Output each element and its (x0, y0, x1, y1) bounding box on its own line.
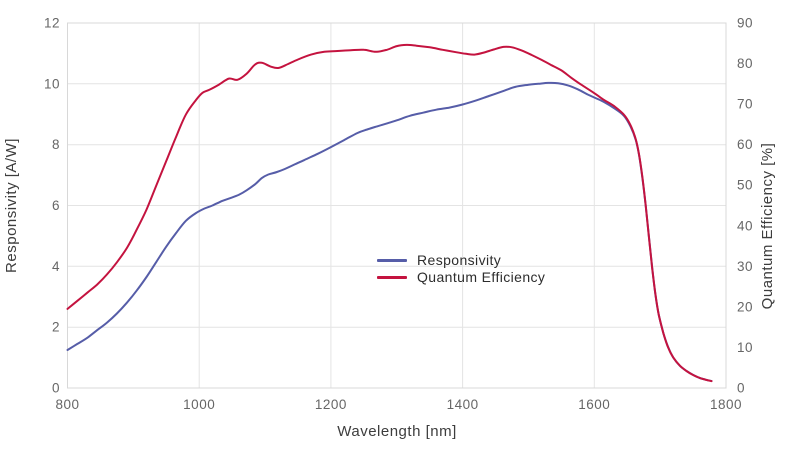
y-right-tick-label: 50 (737, 178, 753, 193)
x-tick-label: 1800 (710, 397, 742, 412)
y-left-tick-label: 12 (44, 16, 60, 31)
responsivity-line-swatch (377, 258, 407, 262)
y-right-tick-label: 60 (737, 137, 753, 152)
legend: Responsivity Quantum Efficiency (377, 253, 545, 284)
y-left-tick-label: 4 (52, 259, 60, 274)
y-right-axis-title: Quantum Efficiency [%] (759, 143, 776, 310)
y-left-tick-label: 8 (52, 137, 60, 152)
y-left-tick-label: 0 (52, 381, 60, 396)
x-tick-label: 1400 (447, 397, 479, 412)
y-left-axis-title: Responsivity [A/W] (3, 138, 20, 273)
x-axis-title: Wavelength [nm] (337, 423, 457, 440)
y-right-tick-label: 20 (737, 299, 753, 314)
y-right-tick-label: 40 (737, 218, 753, 233)
x-tick-label: 800 (55, 397, 79, 412)
legend-label-quantum-efficiency: Quantum Efficiency (417, 269, 546, 285)
series-line-quantum-efficiency (66, 43, 713, 383)
quantum-efficiency-line-swatch (377, 275, 407, 279)
y-left-tick-label: 2 (52, 320, 60, 335)
series-line-responsivity (66, 81, 713, 382)
legend-item-responsivity: Responsivity (377, 253, 545, 267)
x-tick-label: 1000 (183, 397, 215, 412)
legend-item-quantum-efficiency: Quantum Efficiency (377, 270, 545, 284)
y-right-tick-label: 10 (737, 340, 753, 355)
y-right-tick-label: 80 (737, 56, 753, 71)
x-tick-label: 1200 (315, 397, 347, 412)
y-right-tick-label: 0 (737, 381, 745, 396)
y-right-tick-label: 70 (737, 97, 753, 112)
y-left-tick-label: 10 (44, 76, 60, 91)
y-right-tick-label: 90 (737, 16, 753, 31)
legend-label-responsivity: Responsivity (417, 252, 502, 268)
x-tick-label: 1600 (578, 397, 610, 412)
y-left-tick-label: 6 (52, 198, 60, 213)
y-right-tick-label: 30 (737, 259, 753, 274)
plot-border (67, 22, 727, 389)
gridlines (67, 23, 726, 388)
